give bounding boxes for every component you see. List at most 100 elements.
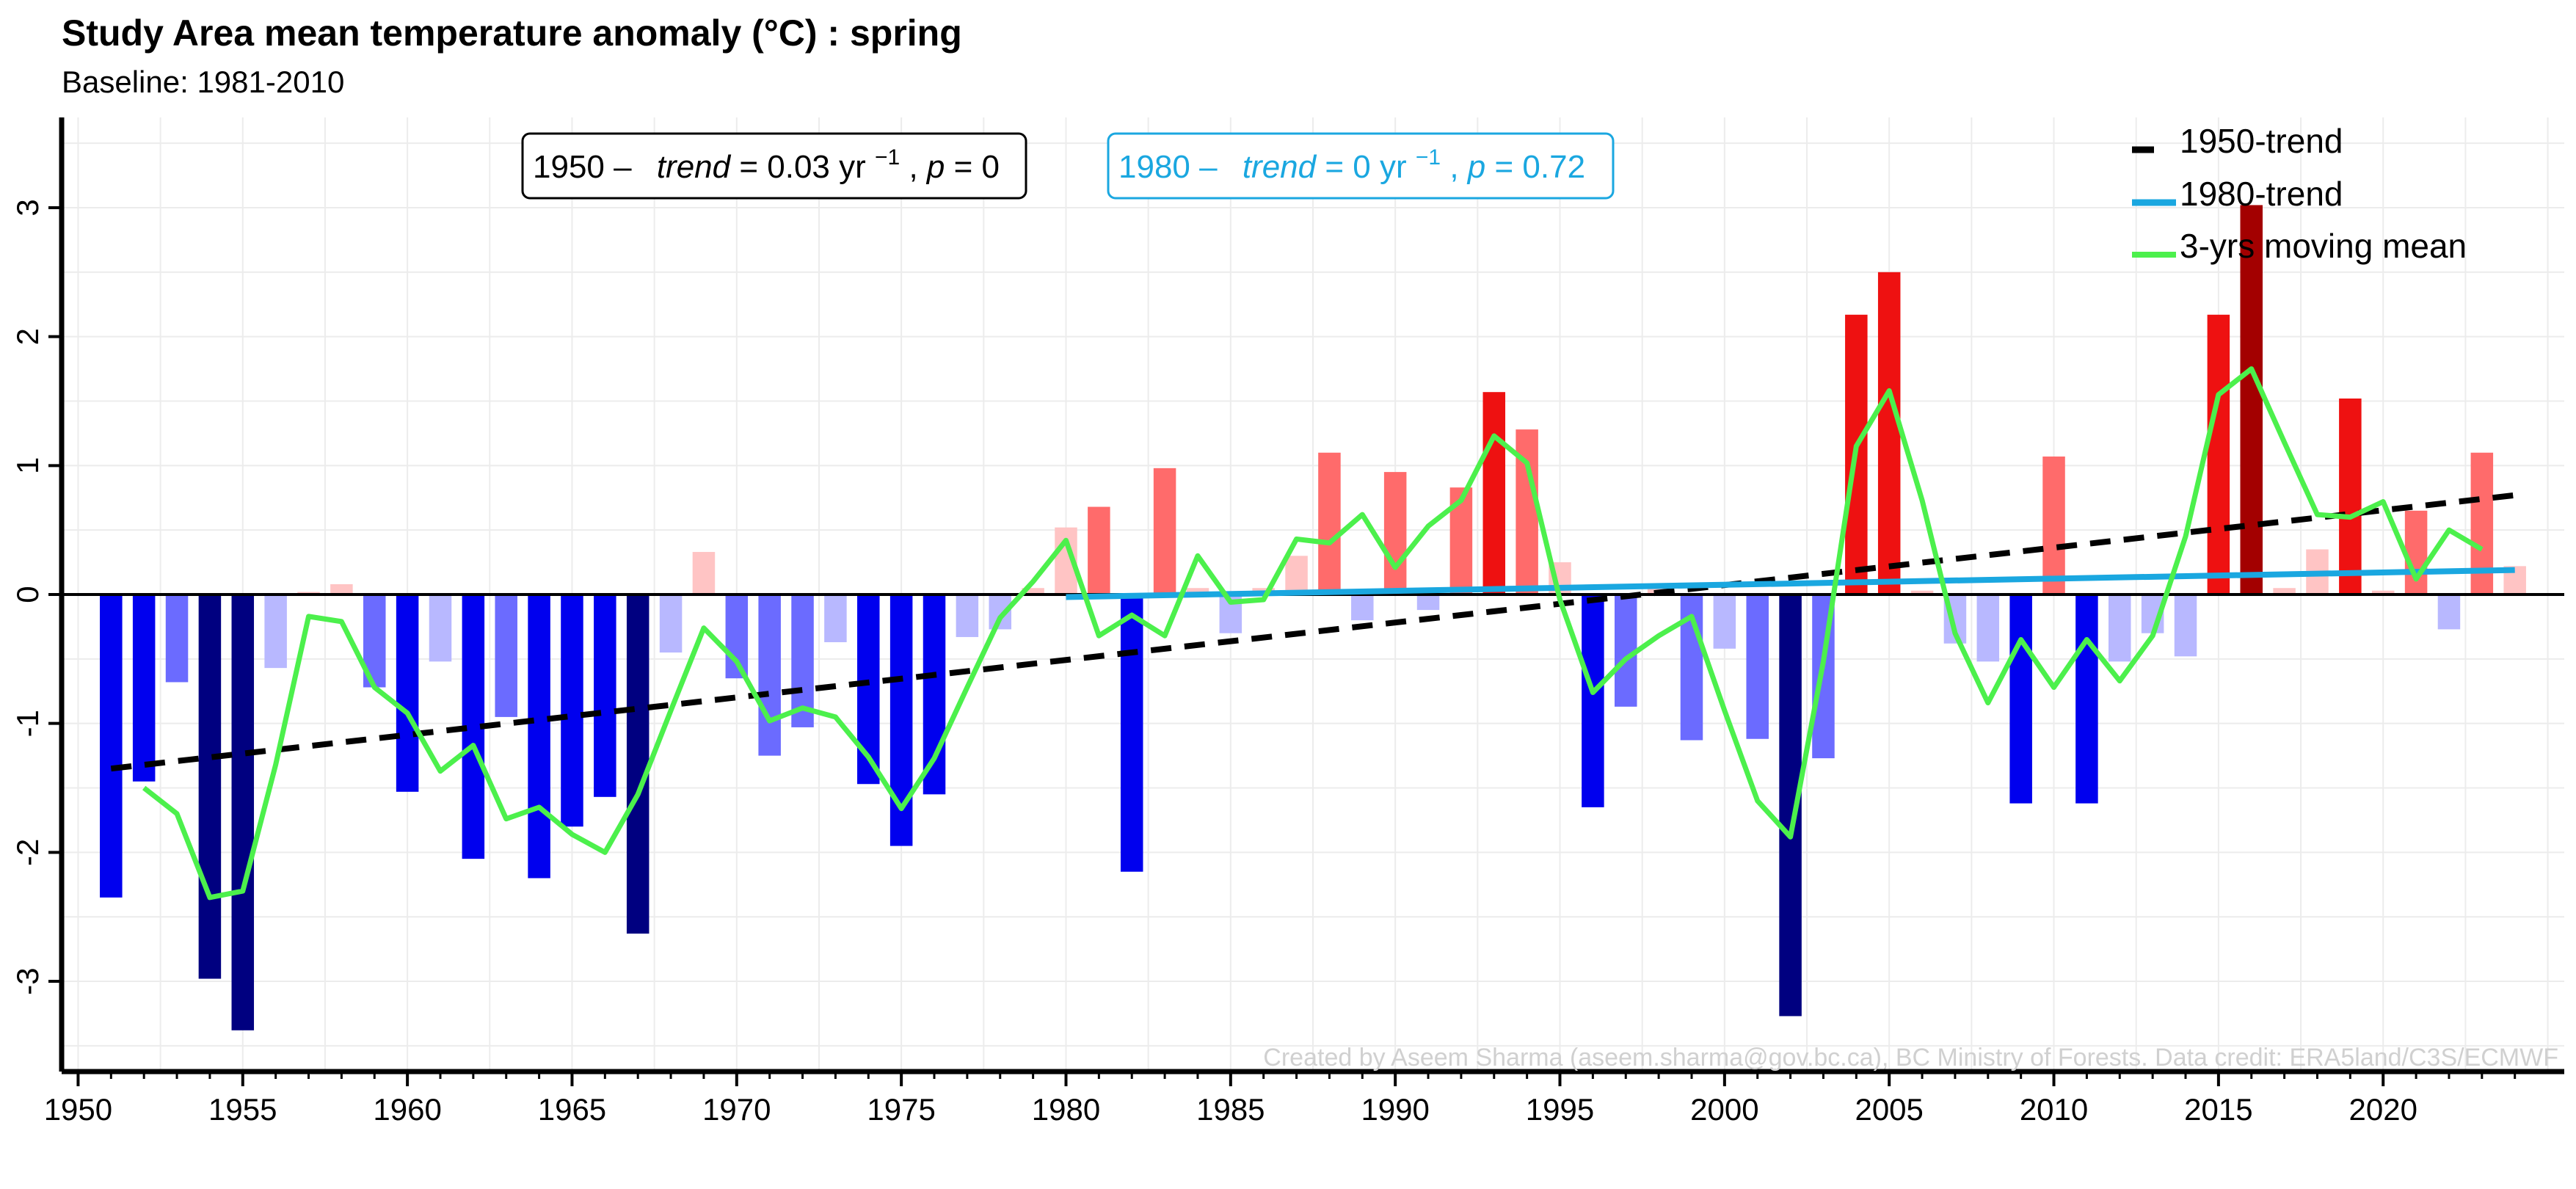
bar-1956 (264, 594, 287, 669)
svg-text:1980 – trend = 0: 1980 – trend = 0 yr −1 , p = 0.72 (1118, 136, 1585, 185)
bar-1993 (1482, 392, 1506, 594)
trend-lines (110, 366, 2516, 901)
stat-1950-trend-label: trend (657, 149, 732, 185)
x-tick-label: 1955 (208, 1092, 277, 1127)
x-tick-label: 1970 (702, 1092, 771, 1127)
bar-1958 (330, 583, 353, 594)
x-tick-label: 1995 (1526, 1092, 1594, 1127)
y-tick-label: 3 (10, 199, 45, 216)
stat-1950-p-label: p (925, 149, 945, 185)
bar-1990 (1383, 472, 1407, 594)
y-tick-label: -3 (10, 967, 45, 995)
x-tick-label: 1950 (44, 1092, 112, 1127)
bar-1976 (923, 594, 946, 795)
bar-1961 (429, 594, 452, 662)
bar-2020 (2371, 590, 2395, 594)
x-tick-label: 2020 (2349, 1092, 2417, 1127)
stats-box-1980: 1980 – trend = 0 yr −1 , p = 0.72 (1107, 132, 1615, 200)
bar-1953 (165, 594, 189, 683)
stat-1980-p-value: = 0.72 (1494, 149, 1585, 185)
bar-1971 (758, 594, 781, 756)
bar-2021 (2404, 510, 2428, 594)
legend: 1950-trend 1980-trend 3-yrs moving mean (2132, 122, 2467, 265)
credit-text: Created by Aseem Sharma (aseem.sharma@go… (1263, 1044, 2558, 1072)
y-axis-ticks: -3 -2 -1 0 1 2 3 (10, 199, 62, 995)
stat-1950-sep: , (909, 149, 926, 185)
bar-2008 (1976, 594, 2000, 662)
bar-1991 (1416, 594, 1440, 611)
bar-1951 (100, 594, 123, 898)
bar-2005 (1877, 272, 1901, 594)
bar-2012 (2109, 594, 2131, 662)
stat-1950-p-value: = 0 (954, 149, 1000, 185)
bar-1988 (1318, 452, 1341, 594)
chart-title: Study Area mean temperature anomaly (°C)… (62, 12, 962, 54)
stat-1980-prefix: 1980 – (1118, 149, 1218, 185)
stat-1980-trend-label: trend (1242, 149, 1317, 185)
stat-1950-prefix: 1950 – (533, 149, 632, 185)
stat-1950-trend-value: = 0.03 yr (739, 149, 865, 185)
bar-2014 (2174, 594, 2197, 657)
bar-1965 (561, 594, 583, 827)
x-tick-label: 2015 (2184, 1092, 2252, 1127)
bar-1989 (1351, 594, 1374, 621)
bar-2019 (2339, 398, 2362, 594)
bar-1982 (1120, 594, 1143, 872)
stat-1980-exponent: −1 (1416, 145, 1441, 170)
bar-1979 (1022, 588, 1044, 594)
bars (100, 205, 2526, 1030)
bar-2017 (2273, 588, 2296, 594)
svg-text:1950 – trend = 0.: 1950 – trend = 0.03 yr −1 , p = 0 (533, 136, 1000, 185)
x-tick-label: 1990 (1361, 1092, 1429, 1127)
bar-1983 (1153, 468, 1176, 594)
bar-2009 (2009, 594, 2032, 804)
bar-1974 (857, 594, 880, 785)
bar-1981 (1088, 506, 1110, 594)
bar-2010 (2042, 457, 2065, 594)
x-tick-label: 1985 (1196, 1092, 1265, 1127)
y-tick-label: -2 (10, 839, 45, 866)
x-axis-ticks: 1950 1955 1960 1965 1970 1975 1980 1985 1990 1995… (44, 1072, 2517, 1127)
bar-1952 (132, 594, 156, 782)
bar-1960 (396, 594, 419, 792)
y-tick-label: 2 (10, 328, 45, 345)
x-tick-label: 2000 (1690, 1092, 1758, 1127)
x-tick-label: 2005 (1855, 1092, 1923, 1127)
x-tick-label: 2010 (2020, 1092, 2088, 1127)
moving-mean-line (142, 366, 2484, 901)
bar-1969 (692, 552, 716, 594)
y-tick-label: -1 (10, 710, 45, 737)
bar-1973 (824, 594, 847, 642)
x-tick-label: 1965 (538, 1092, 606, 1127)
bar-1966 (594, 594, 616, 797)
bar-1964 (528, 594, 550, 879)
x-tick-label: 1960 (373, 1092, 441, 1127)
y-tick-label: 1 (10, 457, 45, 474)
bar-1955 (231, 594, 255, 1030)
bar-1954 (198, 594, 222, 979)
trend-line-1980 (1066, 567, 2515, 600)
stat-1950-exponent: −1 (875, 145, 900, 170)
bar-2001 (1746, 594, 1769, 739)
legend-label-1950-trend: 1950-trend (2180, 122, 2343, 160)
bar-1984 (1186, 588, 1209, 594)
bar-1968 (659, 594, 683, 653)
y-tick-label: 0 (10, 586, 45, 603)
bar-1996 (1582, 594, 1604, 807)
bar-2000 (1713, 594, 1736, 649)
x-tick-label: 1975 (867, 1092, 935, 1127)
x-tick-label: 1980 (1032, 1092, 1100, 1127)
bar-1987 (1285, 556, 1308, 594)
bar-2011 (2075, 594, 2098, 804)
bar-1967 (626, 594, 650, 934)
bar-2006 (1910, 590, 1934, 594)
bar-1977 (956, 594, 979, 637)
legend-label-1980-trend: 1980-trend (2180, 175, 2343, 213)
bar-2016 (2240, 205, 2263, 594)
stat-1980-sep: , (1449, 149, 1467, 185)
stat-1980-p-label: p (1466, 149, 1485, 185)
chart-subtitle: Baseline: 1981-2010 (62, 65, 344, 99)
stats-box-1950: 1950 – trend = 0.03 yr −1 , p = 0 (521, 132, 1027, 200)
bar-1963 (495, 594, 517, 717)
